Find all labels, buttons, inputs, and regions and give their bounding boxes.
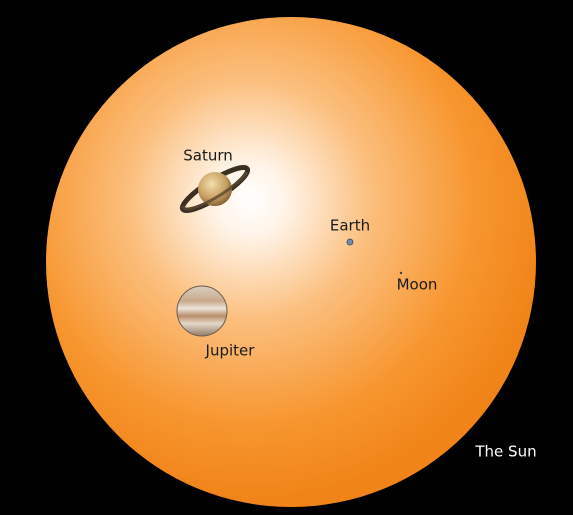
moon-label: Moon xyxy=(397,276,438,294)
saturn-label: Saturn xyxy=(183,147,233,165)
jupiter-label: Jupiter xyxy=(205,342,256,360)
moon xyxy=(400,272,402,274)
earth-label: Earth xyxy=(330,217,370,235)
sun xyxy=(46,17,536,507)
jupiter xyxy=(177,286,227,336)
sun-label: The Sun xyxy=(474,443,536,461)
diagram: Saturn Earth Moon Jupiter The Sun xyxy=(0,0,573,515)
earth xyxy=(347,239,353,245)
